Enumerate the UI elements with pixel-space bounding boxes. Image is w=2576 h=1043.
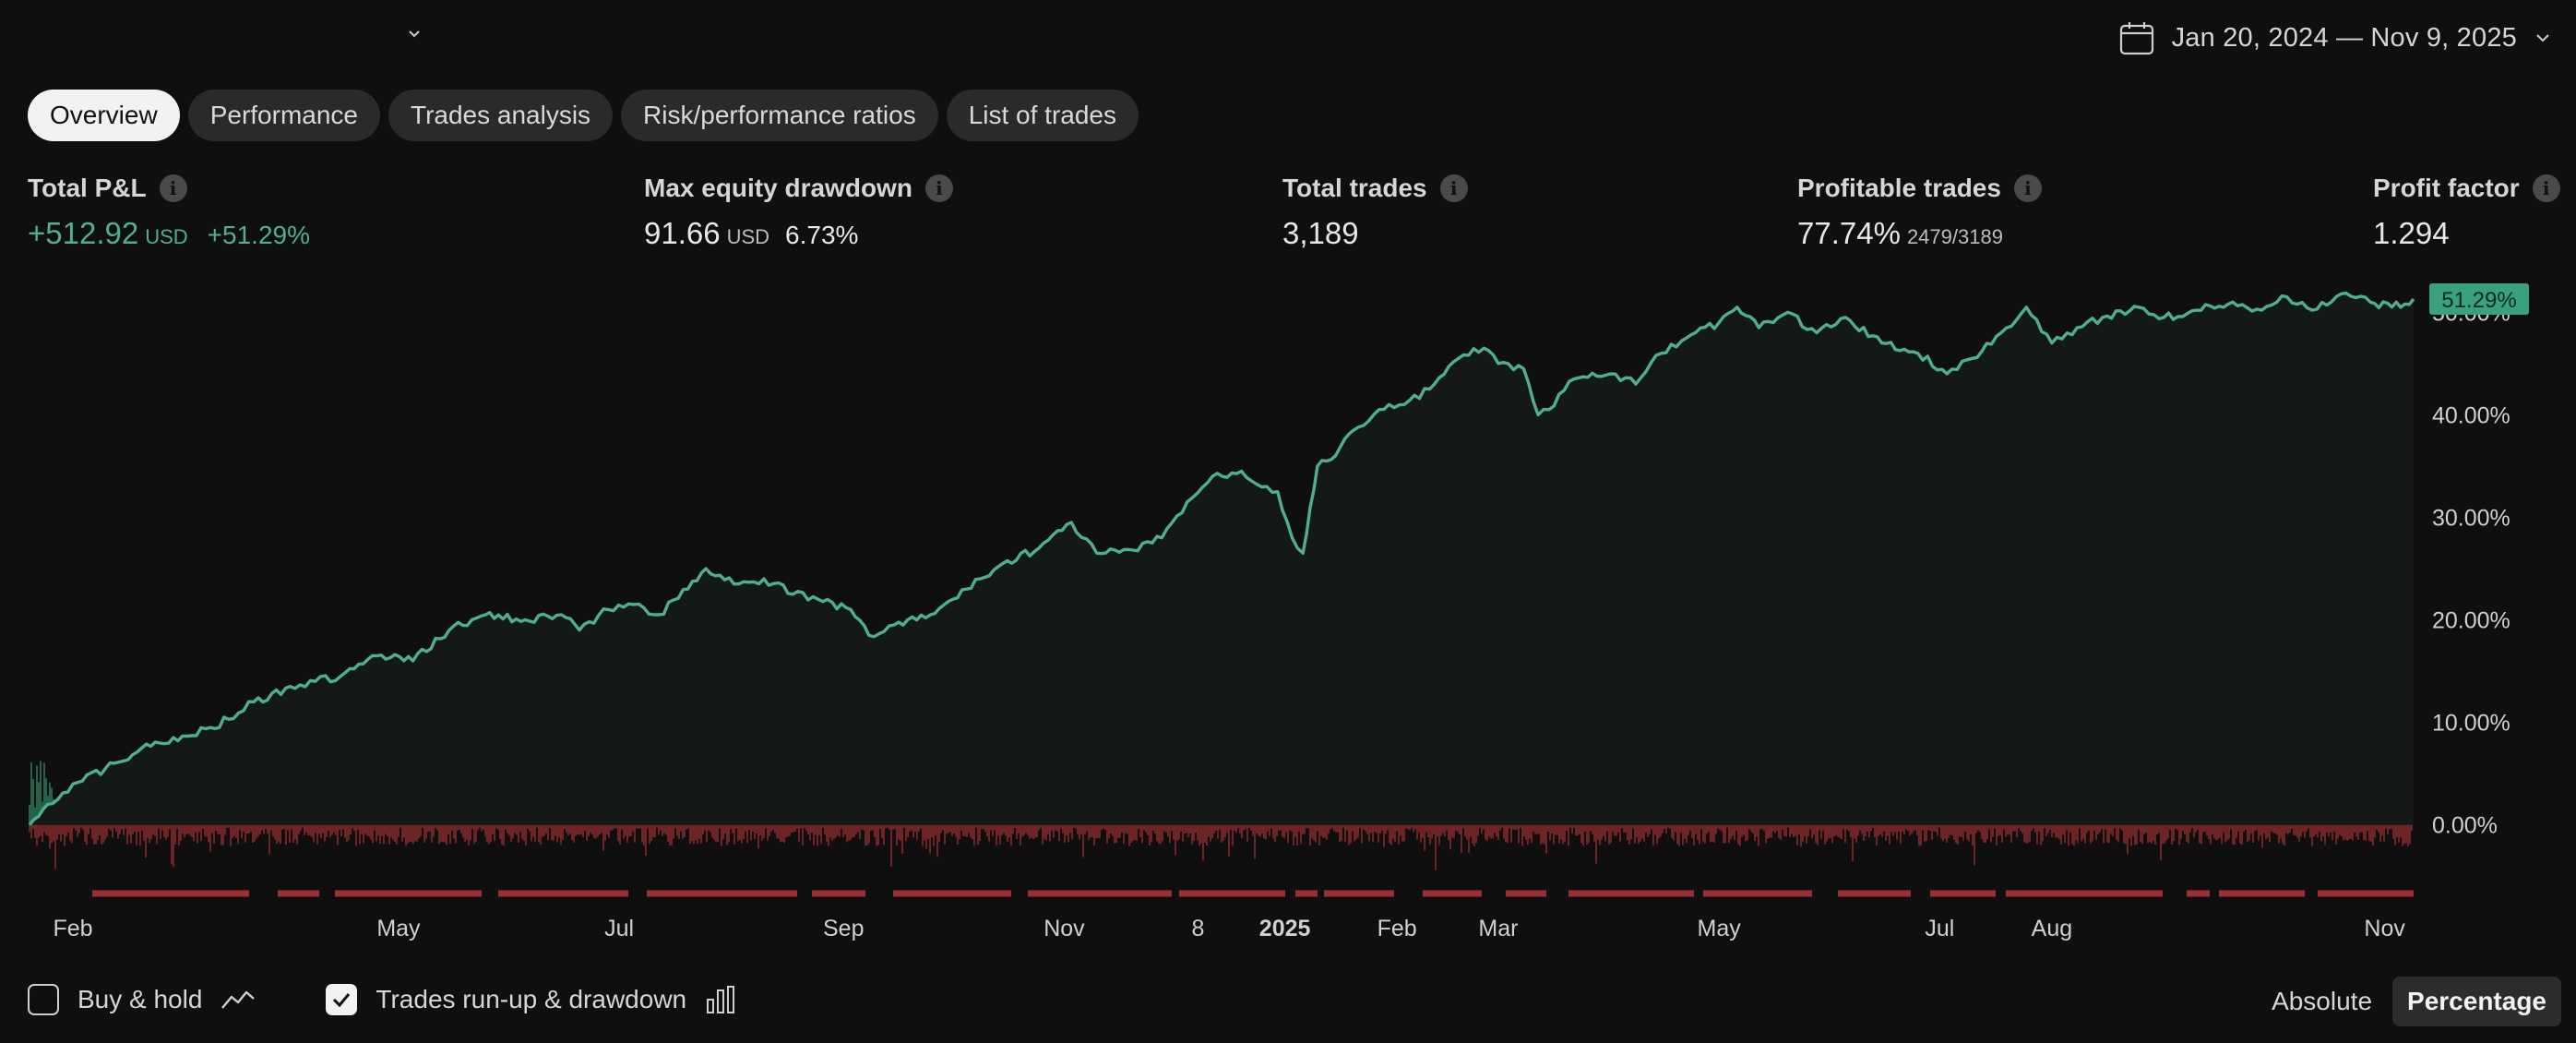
x-tick-label: Sep (823, 916, 864, 941)
check-icon (333, 993, 351, 1008)
y-tick-label: 10.00% (2432, 711, 2510, 737)
chevron-down-icon (2536, 34, 2549, 42)
scale-mode-toggle: Absolute Percentage (2257, 977, 2561, 1026)
buy-hold-label: Buy & hold (78, 985, 203, 1013)
chevron-down-icon[interactable] (406, 26, 423, 42)
x-tick-label: May (376, 916, 421, 941)
metric-label: Profitable trades (1797, 174, 2001, 202)
date-range-text: Jan 20, 2024 — Nov 9, 2025 (2171, 22, 2517, 53)
y-tick-label: 0.00% (2432, 813, 2498, 839)
metric-value: 3,189 (1282, 216, 1359, 250)
x-tick-label: Jul (1925, 916, 1954, 941)
date-range-selector[interactable]: Jan 20, 2024 — Nov 9, 2025 (2118, 13, 2576, 63)
metric-value: 1.294 (2373, 216, 2450, 250)
info-icon[interactable]: i (2013, 174, 2042, 202)
tab-list-of-trades[interactable]: List of trades (946, 90, 1139, 141)
x-tick-label: Nov (2364, 916, 2405, 941)
y-tick-label: 30.00% (2432, 505, 2510, 531)
equity-area (30, 293, 2414, 825)
x-tick-label: Feb (1377, 916, 1417, 941)
metric-value: 91.66 (644, 216, 721, 250)
runup-drawdown-checkbox[interactable] (326, 984, 358, 1015)
tab-trades-analysis[interactable]: Trades analysis (388, 90, 614, 141)
equity-line (28, 291, 2415, 826)
y-tick-label: 40.00% (2432, 402, 2510, 428)
info-icon[interactable]: i (924, 174, 953, 202)
tab-risk-performance-ratios[interactable]: Risk/performance ratios (621, 90, 938, 141)
metric-label: Total P&L (28, 174, 147, 202)
bar-chart-icon (707, 986, 735, 1013)
x-tick-label: 2025 (1259, 916, 1311, 941)
drawdown-bars (29, 824, 2413, 870)
tab-performance[interactable]: Performance (187, 90, 380, 141)
last-value-badge (2429, 282, 2529, 315)
runup-drawdown-toggle[interactable]: Trades run-up & drawdown (326, 984, 736, 1015)
chart-options: Buy & hold Trades run-up & drawdown (28, 984, 806, 1015)
metric-value: +512.92 (28, 216, 139, 250)
metric-ratio: 2479/3189 (1906, 225, 2003, 248)
metric-label: Max equity drawdown (644, 174, 912, 202)
line-chart-icon (221, 990, 256, 1009)
metric-label: Total trades (1282, 174, 1427, 202)
tab-bar: Overview Performance Trades analysis Ris… (28, 90, 1139, 141)
metric-label: Profit factor (2373, 174, 2520, 202)
absolute-button[interactable]: Absolute (2272, 987, 2373, 1015)
buy-hold-checkbox[interactable] (28, 984, 59, 1015)
last-value-label: 51.29% (2441, 288, 2516, 313)
x-tick-label: Nov (1044, 916, 1085, 941)
metric-total-trades: Total trades i 3,189 (1282, 174, 1468, 251)
runup-drawdown-label: Trades run-up & drawdown (376, 985, 687, 1013)
buy-hold-toggle[interactable]: Buy & hold (28, 984, 256, 1015)
percentage-button[interactable]: Percentage (2392, 977, 2561, 1026)
metric-profitable-trades: Profitable trades i 77.74% 2479/3189 (1797, 174, 2042, 251)
info-icon[interactable]: i (2532, 174, 2560, 202)
tab-overview[interactable]: Overview (28, 90, 180, 141)
equity-chart[interactable]: 0.00%10.00%20.00%30.00%40.00%50.00%51.29… (0, 0, 2576, 978)
metric-profit-factor: Profit factor i 1.294 (2373, 174, 2560, 251)
info-icon[interactable]: i (159, 174, 187, 202)
x-tick-label: Aug (2032, 916, 2072, 941)
metric-unit: USD (726, 225, 770, 248)
metric-total-pnl: Total P&L i +512.92 USD +51.29% (28, 174, 310, 251)
x-tick-label: Feb (54, 916, 93, 941)
metric-max-drawdown: Max equity drawdown i 91.66 USD 6.73% (644, 174, 953, 251)
x-tick-label: May (1698, 916, 1742, 941)
metric-value: 77.74% (1797, 216, 1901, 250)
metric-percent: 6.73% (785, 221, 859, 249)
x-tick-label: 8 (1192, 916, 1205, 941)
info-icon[interactable]: i (1439, 174, 1468, 202)
y-tick-label: 20.00% (2432, 608, 2510, 634)
metric-unit: USD (145, 225, 188, 248)
metric-percent: +51.29% (207, 221, 310, 249)
x-tick-label: Jul (604, 916, 634, 941)
x-tick-label: Mar (1478, 916, 1518, 941)
calendar-icon (2119, 22, 2153, 55)
